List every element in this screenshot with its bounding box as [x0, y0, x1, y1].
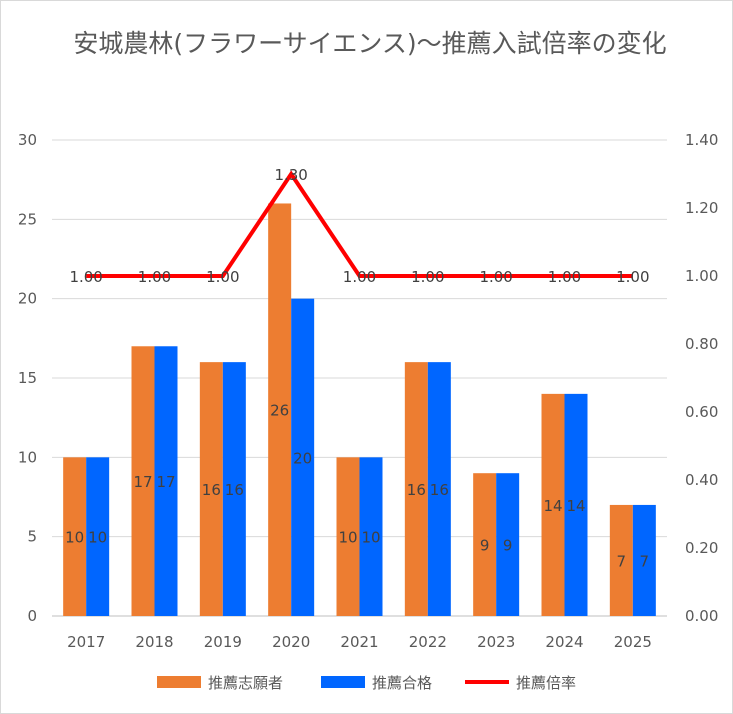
legend-swatch-applicants	[157, 676, 201, 688]
data-label-accepted: 9	[503, 537, 513, 555]
bar-accepted	[86, 457, 110, 616]
data-label-accepted: 17	[156, 473, 175, 491]
data-label-ratio: 1.00	[616, 268, 649, 286]
bar-accepted	[496, 473, 520, 616]
y-right-tick-label: 0.60	[685, 403, 718, 421]
bar-applicants	[199, 362, 223, 616]
data-label-accepted: 10	[361, 529, 380, 547]
y-right-tick-label: 0.40	[685, 471, 718, 489]
y-right-tick-label: 0.20	[685, 539, 718, 557]
data-label-applicants: 16	[407, 481, 426, 499]
bar-applicants	[268, 203, 292, 616]
legend-label: 推薦合格	[372, 674, 432, 692]
data-label-ratio: 1.00	[548, 268, 581, 286]
data-label-applicants: 16	[202, 481, 221, 499]
data-label-accepted: 16	[225, 481, 244, 499]
bar-accepted	[222, 362, 246, 616]
y-left-tick-label: 10	[18, 448, 37, 466]
bar-accepted	[154, 346, 178, 616]
bar-applicants	[541, 393, 565, 616]
y-right-tick-label: 1.40	[685, 131, 718, 149]
x-tick-label: 2022	[409, 633, 447, 651]
legend-label: 推薦志願者	[208, 674, 283, 692]
chart-title: 安城農林(フラワーサイエンス)～推薦入試倍率の変化	[73, 29, 667, 58]
bar-accepted	[564, 393, 588, 616]
x-tick-label: 2023	[477, 633, 515, 651]
x-tick-label: 2025	[614, 633, 652, 651]
bar-accepted	[427, 362, 451, 616]
data-label-ratio: 1.00	[479, 268, 512, 286]
legend-swatch-accepted	[321, 676, 365, 688]
bar-applicants	[473, 473, 497, 616]
bar-applicants	[63, 457, 87, 616]
bar-applicants	[131, 346, 155, 616]
y-left-tick-label: 30	[18, 131, 37, 149]
data-label-applicants: 7	[617, 552, 627, 570]
data-label-accepted: 10	[88, 529, 107, 547]
bar-applicants	[609, 504, 633, 616]
legend-label: 推薦倍率	[516, 674, 576, 692]
y-left-tick-label: 25	[18, 210, 37, 228]
line-ratio	[86, 170, 633, 278]
x-tick-label: 2024	[545, 633, 583, 651]
y-right-tick-label: 0.00	[685, 607, 718, 625]
data-label-ratio: 1.00	[411, 268, 444, 286]
data-label-applicants: 10	[65, 529, 84, 547]
bar-accepted	[291, 298, 315, 616]
data-label-accepted: 14	[566, 497, 585, 515]
bar-accepted	[359, 457, 383, 616]
x-tick-label: 2018	[135, 633, 173, 651]
data-label-applicants: 17	[133, 473, 152, 491]
data-label-ratio: 1.00	[206, 268, 239, 286]
x-tick-label: 2020	[272, 633, 310, 651]
y-right-tick-label: 1.20	[685, 199, 718, 217]
data-label-ratio: 1.30	[274, 166, 307, 184]
y-right-tick-label: 1.00	[685, 267, 718, 285]
data-label-applicants: 14	[543, 497, 562, 515]
y-left-tick-label: 20	[18, 290, 37, 308]
y-right-tick-label: 0.80	[685, 335, 718, 353]
data-label-applicants: 26	[270, 402, 289, 420]
x-tick-label: 2021	[340, 633, 378, 651]
data-label-ratio: 1.00	[138, 268, 171, 286]
data-label-accepted: 20	[293, 449, 312, 467]
x-tick-label: 2017	[67, 633, 105, 651]
bar-applicants	[336, 457, 360, 616]
data-label-ratio: 1.00	[343, 268, 376, 286]
bar-accepted	[632, 504, 656, 616]
data-label-ratio: 1.00	[69, 268, 102, 286]
bar-applicants	[404, 362, 428, 616]
y-left-tick-label: 0	[27, 607, 37, 625]
data-label-applicants: 9	[480, 537, 490, 555]
x-tick-label: 2019	[204, 633, 242, 651]
y-left-tick-label: 5	[27, 528, 37, 546]
data-label-applicants: 10	[338, 529, 357, 547]
data-label-accepted: 16	[430, 481, 449, 499]
data-label-accepted: 7	[640, 552, 650, 570]
y-left-tick-label: 15	[18, 369, 37, 387]
